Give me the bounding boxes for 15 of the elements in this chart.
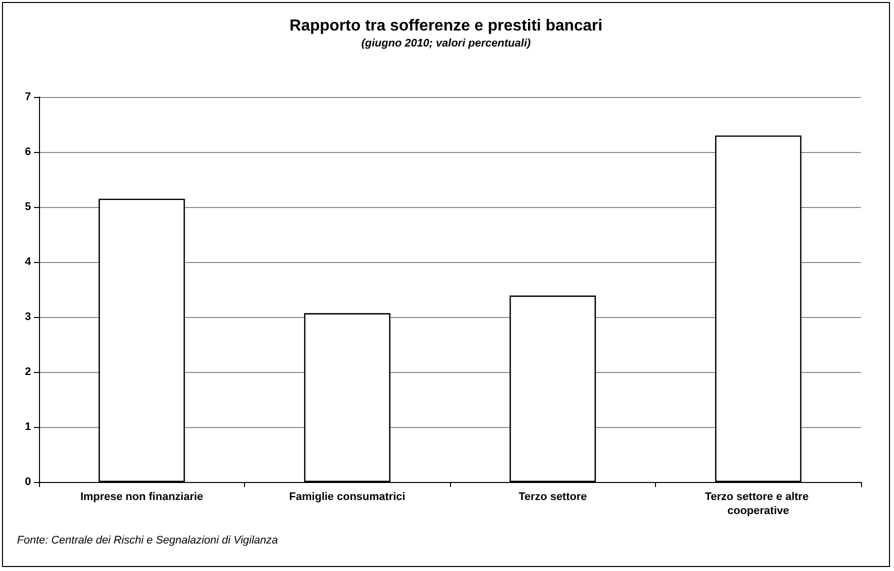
chart-subtitle: (giugno 2010; valori percentuali) bbox=[361, 38, 531, 50]
y-tick-label: 6 bbox=[24, 146, 31, 158]
y-tick-label: 4 bbox=[24, 256, 32, 268]
y-tick-label: 2 bbox=[24, 366, 31, 378]
x-tick-label: Famiglie consumatrici bbox=[289, 491, 406, 503]
y-tick-label: 1 bbox=[24, 421, 31, 433]
y-tick-label: 0 bbox=[24, 476, 31, 488]
x-tick-label: Terzo settore bbox=[518, 491, 587, 503]
x-tick-label: Imprese non finanziarie bbox=[80, 491, 204, 503]
chart-title: Rapporto tra sofferenze e prestiti bancari bbox=[290, 18, 602, 34]
y-tick-label: 7 bbox=[24, 91, 31, 103]
y-tick-label: 5 bbox=[24, 201, 31, 213]
y-tick-label: 3 bbox=[24, 311, 31, 323]
source-note: Fonte: Centrale dei Rischi e Segnalazioni di Vigilanza bbox=[17, 534, 278, 546]
x-tick-label: Terzo settore e altre cooperative bbox=[704, 491, 812, 517]
